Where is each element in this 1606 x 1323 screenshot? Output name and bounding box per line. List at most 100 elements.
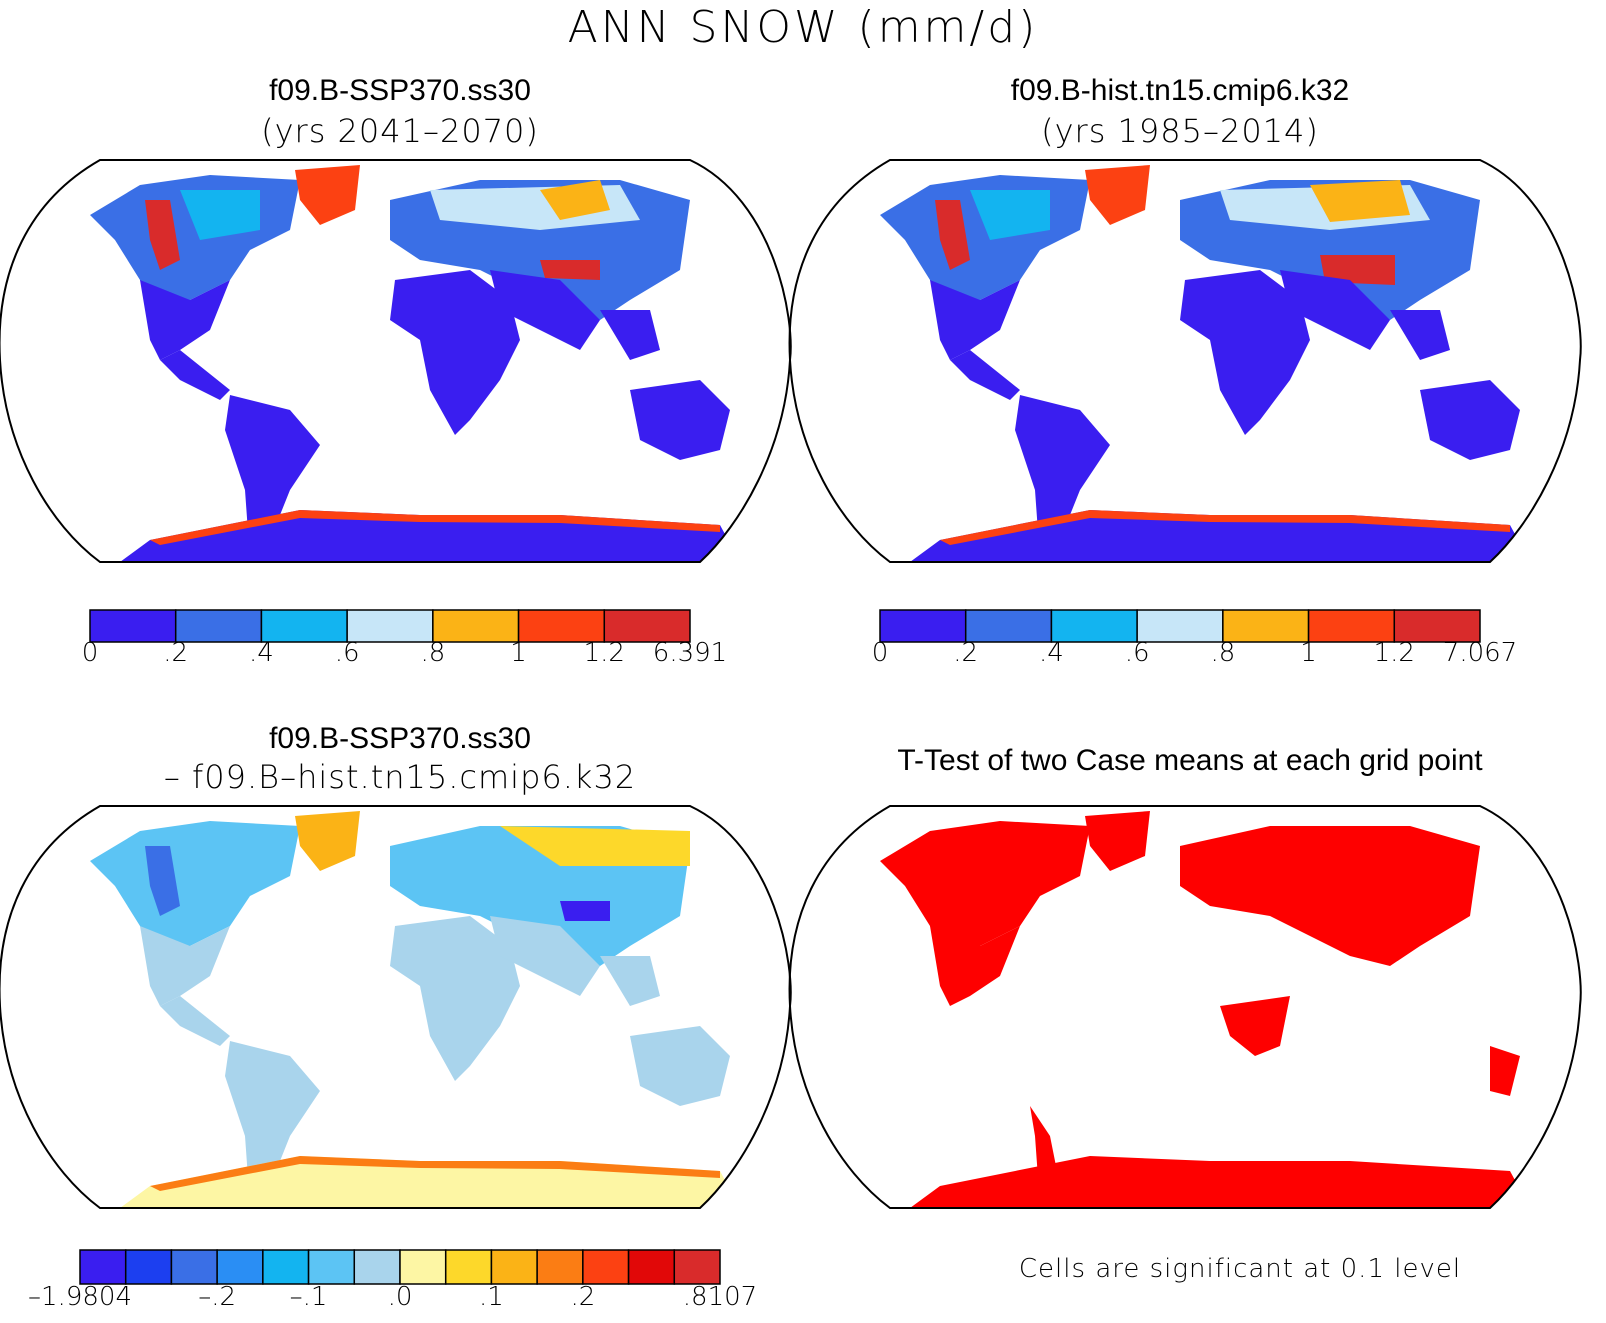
colorbar-tick-label: 1.2 — [1373, 638, 1415, 668]
colorbar-tick-label: 0 — [81, 638, 99, 668]
colorbar-swatch — [1307, 609, 1396, 643]
panel-tl-years: (yrs 2041–2070) — [261, 112, 539, 150]
land-australia — [630, 1026, 730, 1106]
sig-greenland — [1085, 811, 1150, 871]
colorbar-swatch — [582, 1249, 630, 1285]
panel-tr-years: (yrs 1985–2014) — [1041, 112, 1319, 150]
sig-australia-east — [1490, 1046, 1520, 1096]
colorbar-swatch — [444, 1249, 493, 1285]
colorbar-swatch — [964, 609, 1053, 643]
colorbar-tick-label: .8 — [1210, 638, 1236, 668]
colorbar-tick-label: .6 — [1124, 638, 1150, 668]
land-central-america — [160, 996, 230, 1046]
significance-note: Cells are significant at 0.1 level — [1018, 1254, 1462, 1284]
map-tr — [788, 159, 1582, 563]
colorbar-tick-label: –.1 — [289, 1282, 328, 1312]
sig-antarctica — [910, 1156, 1530, 1208]
antarctica-coast — [940, 510, 1510, 545]
colorbar-swatch — [1050, 609, 1138, 643]
colorbar-tick-label: .4 — [1039, 638, 1064, 668]
colorbar-swatch — [536, 1249, 584, 1285]
colorbar-swatch — [673, 1249, 721, 1285]
colorbar-swatch — [353, 1249, 401, 1285]
colorbar-bl-labels: –1.9804 –.2 –.1 .0 .1 .2 .8107 — [28, 1282, 757, 1316]
colorbar-swatch — [262, 1249, 310, 1285]
antarctica-coast — [150, 510, 720, 545]
land-arabia-india — [490, 270, 600, 350]
panel-tl-case-name: f09.B-SSP370.ss30 — [269, 74, 531, 107]
land-north-america — [90, 821, 300, 976]
land-south-america — [225, 395, 320, 560]
siberia-yellow — [500, 826, 690, 866]
colorbar-tick-label: 6.391 — [652, 638, 728, 668]
colorbar-tick-label: 1 — [1300, 638, 1317, 668]
colorbar-tl — [89, 609, 691, 643]
colorbar-swatch — [260, 609, 348, 643]
colorbar-tl-labels: 0 .2 .4 .6 .8 1 1.2 6.391 — [82, 638, 727, 672]
colorbar-tick-label: .2 — [163, 638, 189, 668]
siberia-orange — [1310, 180, 1410, 222]
colorbar-swatch — [517, 609, 606, 643]
panel-tr-case-name: f09.B-hist.tn15.cmip6.k32 — [1010, 74, 1350, 107]
colorbar-tick-label: .0 — [387, 1282, 413, 1312]
greenland — [295, 165, 360, 225]
land-australia — [1420, 380, 1520, 460]
land-north-america-south — [140, 280, 230, 360]
colorbar-swatch — [490, 1249, 538, 1285]
tibet-red — [1320, 255, 1395, 285]
colorbar-swatch — [1136, 609, 1224, 643]
colorbar-tick-label: 1 — [510, 638, 527, 668]
colorbar-tick-label: .4 — [249, 638, 274, 668]
rockies-blue — [145, 846, 180, 916]
land-southeast-asia — [1390, 310, 1450, 360]
land-arabia-india — [1280, 270, 1390, 350]
canada-cyan — [180, 190, 260, 240]
land-africa — [390, 270, 520, 435]
colorbar-swatch — [1393, 609, 1481, 643]
map-bl — [0, 805, 792, 1209]
land-south-america — [1015, 395, 1110, 560]
panel-bl-difference-label: – f09.B–hist.tn15.cmip6.k32 — [163, 758, 637, 796]
land-central-america — [160, 350, 230, 400]
colorbar-swatch — [170, 1249, 218, 1285]
colorbar-tick-label: .8 — [420, 638, 446, 668]
land-australia — [630, 380, 730, 460]
antarctica-coast — [150, 1156, 720, 1191]
colorbar-tick-label: –.2 — [198, 1282, 237, 1312]
colorbar-swatch — [603, 609, 691, 643]
land-north-america-south — [140, 926, 230, 1006]
colorbar-swatch — [627, 1249, 676, 1285]
land-south-america — [225, 1041, 320, 1206]
land-africa — [1180, 270, 1310, 435]
sig-africa-south — [1220, 996, 1290, 1056]
land-arabia-india — [490, 916, 600, 996]
map-br — [788, 805, 1582, 1209]
land-southeast-asia — [600, 956, 660, 1006]
sig-north-america — [880, 821, 1090, 976]
colorbar-tick-label: 0 — [871, 638, 889, 668]
tibet-red — [540, 260, 600, 280]
land-north-america-south — [930, 280, 1020, 360]
land-central-america — [950, 350, 1020, 400]
colorbar-swatch — [89, 609, 177, 643]
colorbar-tr — [879, 609, 1481, 643]
colorbar-tick-label: .6 — [334, 638, 360, 668]
colorbar-swatch — [399, 1249, 447, 1285]
land-southeast-asia — [600, 310, 660, 360]
figure-title: ANN SNOW (mm/d) — [567, 2, 1039, 53]
colorbar-swatch — [124, 1249, 173, 1285]
colorbar-tick-label: 1.2 — [583, 638, 625, 668]
greenland — [295, 811, 360, 871]
colorbar-tick-label: –1.9804 — [28, 1282, 132, 1312]
colorbar-swatch — [1222, 609, 1310, 643]
sig-central-america — [930, 926, 1020, 1006]
rockies-red — [935, 200, 970, 270]
panel-br-title: T-Test of two Case means at each grid po… — [897, 744, 1483, 777]
tibet-blue — [560, 901, 610, 921]
colorbar-swatch — [79, 1249, 127, 1285]
colorbar-tick-label: .2 — [570, 1282, 596, 1312]
colorbar-bl — [79, 1249, 721, 1285]
colorbar-tr-labels: 0 .2 .4 .6 .8 1 1.2 7.067 — [872, 638, 1517, 672]
map-tl — [0, 159, 792, 563]
canada-cyan — [970, 190, 1050, 240]
